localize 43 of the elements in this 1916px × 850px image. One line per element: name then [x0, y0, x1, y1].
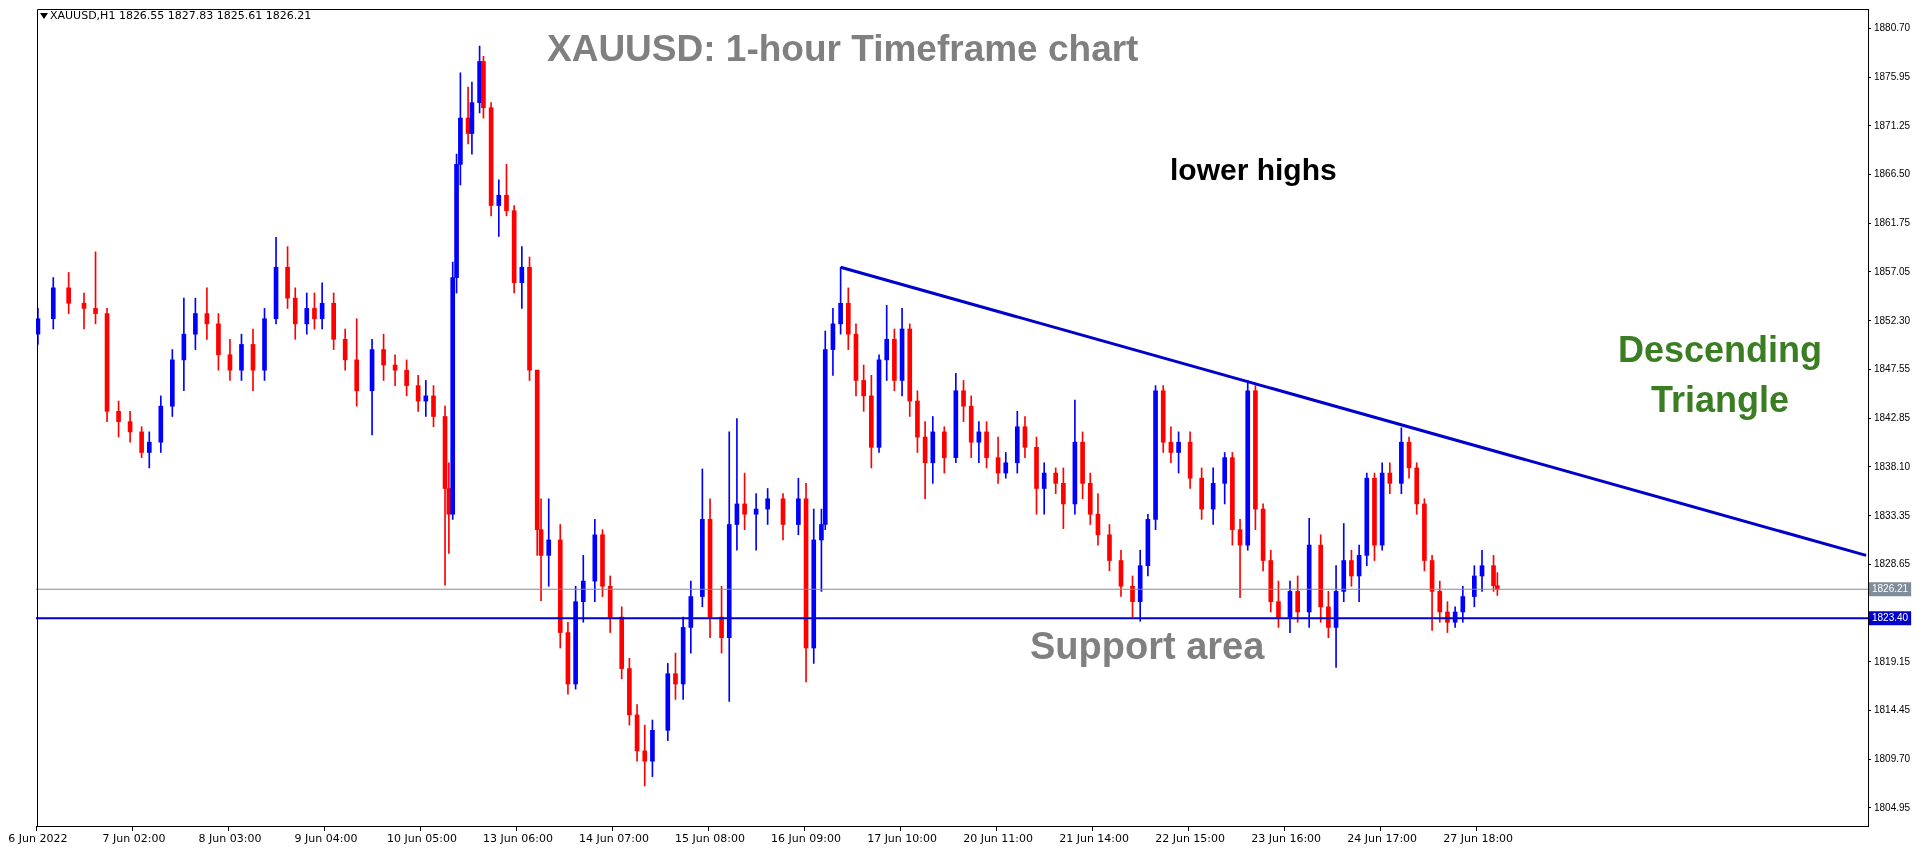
y-tick-label: 1828.65 [1874, 557, 1911, 569]
x-tick-label: 23 Jun 16:00 [1251, 832, 1322, 846]
candlestick [496, 179, 502, 237]
x-tick-label: 24 Jun 17:00 [1347, 832, 1418, 846]
x-tick-label: 8 Jun 03:00 [198, 832, 262, 846]
y-tick-label: 1842.85 [1874, 411, 1911, 423]
y-tick-label: 1852.30 [1874, 314, 1911, 326]
x-tick-label: 15 Jun 08:00 [675, 832, 745, 846]
x-tick-label: 6 Jun 2022 [8, 832, 68, 846]
annotation: Descending Triangle [1616, 328, 1823, 422]
y-tick-label: 1857.05 [1874, 265, 1911, 277]
x-tick-label: 27 Jun 18:00 [1443, 832, 1514, 846]
annotation: XAUUSD,H1 1826.55 1827.83 1825.61 1826.21 [50, 9, 312, 22]
y-tick-label: 1819.15 [1874, 655, 1911, 667]
x-tick-label: 13 Jun 06:00 [483, 832, 553, 846]
text: XAUUSD: 1-hour Timeframe chart [547, 28, 1139, 70]
y-tick-label: 1814.45 [1874, 703, 1911, 715]
ref-line-label: 1826.21 [1872, 582, 1909, 594]
x-tick-label: 16 Jun 09:00 [771, 832, 841, 846]
x-tick-label: 14 Jun 07:00 [579, 832, 649, 846]
annotation: Support area [1030, 625, 1265, 668]
ref-line-label: 1823.40 [1872, 611, 1909, 623]
y-tick-label: 1866.50 [1874, 168, 1911, 180]
x-tick-label: 21 Jun 14:00 [1059, 832, 1130, 846]
candlestick [546, 498, 552, 587]
y-tick-label: 1804.95 [1874, 801, 1911, 813]
annotation: lower highs [1170, 153, 1337, 187]
x-tick-label: 9 Jun 04:00 [294, 832, 358, 846]
y-tick-label: 1833.35 [1874, 509, 1911, 521]
x-tick-label: 20 Jun 11:00 [963, 832, 1034, 846]
y-tick-label: 1838.10 [1874, 460, 1911, 472]
x-tick-label: 17 Jun 10:00 [867, 832, 938, 846]
x-tick-label: 7 Jun 02:00 [102, 832, 166, 846]
candlestick [423, 380, 429, 417]
y-tick-label: 1847.55 [1874, 363, 1911, 375]
y-tick-label: 1871.25 [1874, 119, 1911, 131]
y-tick-label: 1875.95 [1874, 71, 1911, 83]
x-tick-label: 10 Jun 05:00 [387, 832, 457, 846]
y-tick-label: 1861.75 [1874, 217, 1911, 229]
y-tick-label: 1809.70 [1874, 752, 1911, 764]
candlestick [642, 724, 648, 787]
y-tick-label: 1880.70 [1874, 22, 1911, 34]
x-tick-label: 22 Jun 15:00 [1155, 832, 1226, 846]
